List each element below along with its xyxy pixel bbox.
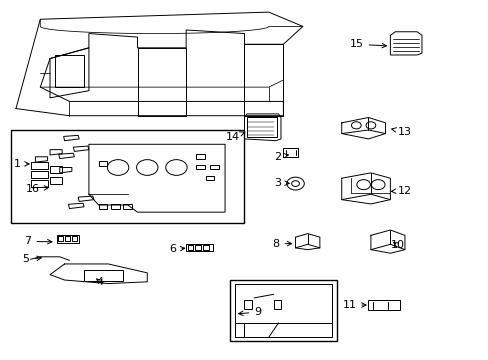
Bar xyxy=(30,162,47,169)
Bar xyxy=(196,154,204,158)
Bar xyxy=(246,117,277,137)
Bar xyxy=(30,171,47,178)
Bar xyxy=(50,177,62,184)
Text: 3: 3 xyxy=(273,178,289,188)
Bar xyxy=(72,236,77,242)
Bar xyxy=(11,130,244,223)
Bar xyxy=(210,165,219,169)
Bar xyxy=(273,300,281,309)
Bar xyxy=(203,245,208,250)
Bar xyxy=(368,300,399,310)
Text: 12: 12 xyxy=(391,186,411,196)
Text: 10: 10 xyxy=(390,240,404,250)
Bar xyxy=(57,235,79,243)
Bar xyxy=(195,245,201,250)
Bar xyxy=(99,204,107,208)
Bar xyxy=(99,161,107,166)
Bar xyxy=(186,244,212,251)
Bar xyxy=(111,204,119,208)
Text: 6: 6 xyxy=(169,244,184,254)
Text: 15: 15 xyxy=(349,39,386,49)
Bar xyxy=(196,165,204,169)
Bar xyxy=(84,270,122,281)
Text: 4: 4 xyxy=(96,277,103,287)
Bar xyxy=(244,300,251,309)
Bar xyxy=(58,236,63,242)
Text: 14: 14 xyxy=(225,132,244,142)
Bar xyxy=(65,236,70,242)
Text: 11: 11 xyxy=(342,300,366,310)
Bar xyxy=(229,280,336,341)
Text: 16: 16 xyxy=(26,184,48,194)
Bar xyxy=(30,180,47,187)
Text: 5: 5 xyxy=(22,254,41,264)
Bar xyxy=(205,176,214,180)
Text: 13: 13 xyxy=(391,127,411,137)
Text: 9: 9 xyxy=(238,307,261,317)
Bar xyxy=(122,204,131,208)
Bar xyxy=(50,166,62,173)
Bar xyxy=(55,55,84,87)
Text: 1: 1 xyxy=(14,159,29,169)
Bar xyxy=(187,245,193,250)
Text: 8: 8 xyxy=(272,239,291,249)
Text: 2: 2 xyxy=(273,152,288,162)
Text: 7: 7 xyxy=(24,237,52,247)
